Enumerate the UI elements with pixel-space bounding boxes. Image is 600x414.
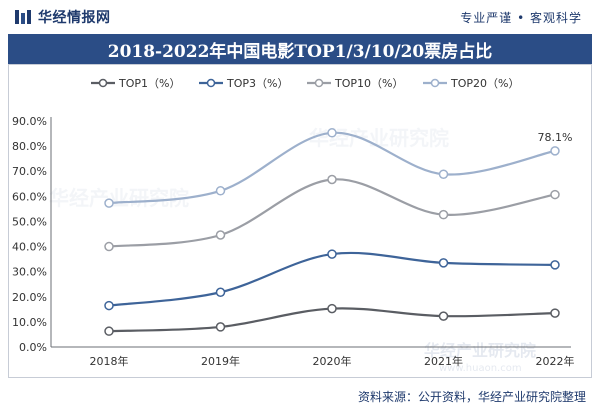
data-point — [215, 230, 226, 240]
data-point — [550, 146, 560, 156]
data-point — [438, 258, 449, 268]
legend-label: TOP3（%） — [226, 77, 288, 90]
y-tick-label: 10.0% — [12, 316, 47, 329]
brand-logo-icon — [15, 10, 31, 24]
data-point — [550, 308, 560, 318]
watermark-text: 华经产业研究院 — [49, 186, 189, 210]
legend-label: TOP20（%） — [450, 77, 519, 90]
data-point — [550, 260, 560, 270]
y-tick-label: 60.0% — [12, 190, 47, 203]
y-tick-label: 0.0% — [19, 341, 47, 354]
y-tick-label: 50.0% — [12, 215, 47, 228]
line-chart: 华经产业研究院华经产业研究院华经产业研究院www.huaon.com0.0%10… — [12, 77, 575, 374]
data-point — [438, 209, 449, 220]
series-line-2 — [108, 251, 556, 307]
legend-label: TOP10（%） — [334, 77, 403, 90]
source-note: 资料来源：公开资料，华经产业研究院整理 — [357, 390, 586, 404]
brand-name: 华经情报网 — [38, 10, 111, 26]
x-tick-label: 2019年 — [201, 354, 240, 368]
legend-label: TOP1（%） — [118, 77, 180, 90]
y-tick-label: 70.0% — [12, 165, 47, 178]
slogan: 专业严谨 • 客观科学 — [460, 10, 582, 25]
watermark-url: www.huaon.com — [439, 363, 522, 374]
chart-title-bar: 2018-2022年中国电影TOP1/3/10/20票房占比 — [8, 34, 592, 64]
data-point — [438, 169, 449, 179]
data-point — [327, 128, 337, 138]
watermark-text: 华经产业研究院 — [424, 341, 536, 360]
data-point — [104, 300, 114, 311]
legend-swatch-marker — [314, 78, 324, 88]
brand: 华经情报网 — [14, 7, 111, 27]
y-tick-label: 20.0% — [12, 291, 47, 304]
legend-swatch-marker — [430, 78, 440, 88]
x-tick-label: 2020年 — [313, 354, 352, 368]
legend-swatch-marker — [98, 78, 108, 88]
y-tick-label: 90.0% — [12, 115, 47, 128]
data-point — [327, 303, 337, 314]
y-tick-label: 80.0% — [12, 140, 47, 153]
chart-title: 2018-2022年中国电影TOP1/3/10/20票房占比 — [107, 41, 493, 62]
y-tick-label: 40.0% — [12, 241, 47, 254]
top-bar: 华经情报网 专业严谨 • 客观科学 — [0, 0, 600, 34]
data-point — [104, 241, 114, 252]
y-tick-label: 30.0% — [12, 266, 47, 279]
legend-swatch-marker — [206, 78, 216, 88]
data-point — [550, 189, 560, 200]
data-point — [327, 174, 337, 185]
chart-frame: 华经产业研究院 华经产业研究院 华经产业研究院 www.huaon.com 0.0% 10… — [8, 64, 592, 378]
data-point — [438, 311, 449, 321]
x-tick-label: 2021年 — [424, 354, 463, 368]
data-label: 78.1% — [538, 131, 573, 144]
x-tick-label: 2018年 — [90, 354, 129, 368]
data-point — [327, 249, 337, 259]
data-point — [104, 198, 114, 208]
data-point — [215, 186, 226, 196]
x-tick-label: 2022年 — [536, 354, 575, 368]
data-point — [215, 322, 226, 332]
data-point — [215, 287, 226, 298]
data-point — [104, 326, 114, 336]
